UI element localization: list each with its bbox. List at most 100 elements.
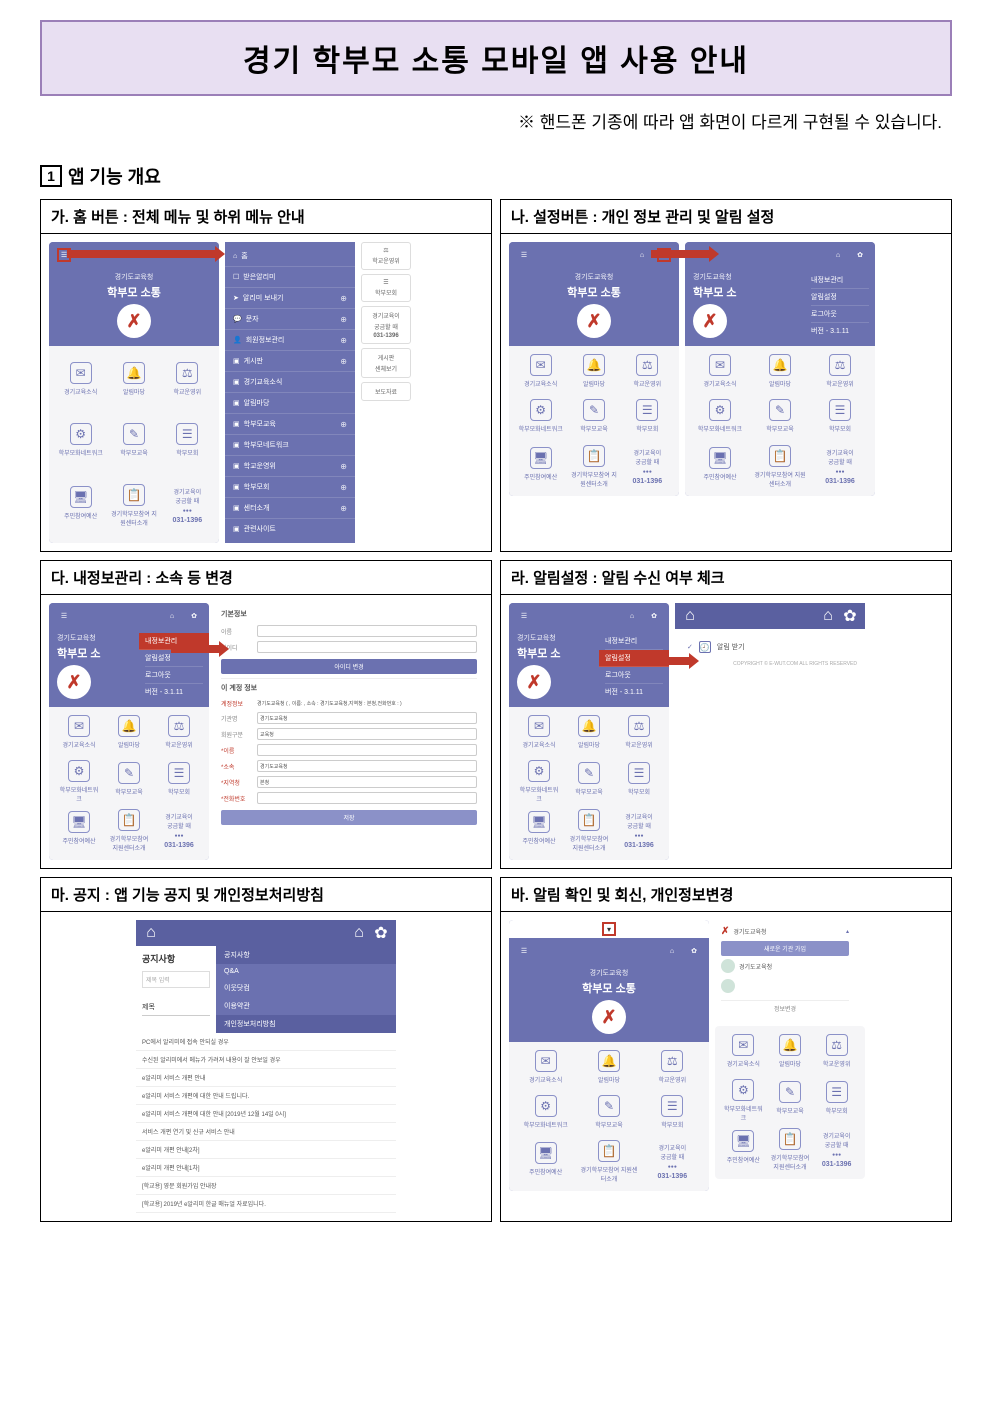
home-tile[interactable]: 🔔알림마당 <box>580 1050 637 1089</box>
home-icon[interactable]: ⌂ <box>144 926 158 940</box>
home-icon[interactable]: ⌂ <box>683 609 697 623</box>
search-input[interactable]: 제목 입력 <box>142 971 210 988</box>
gear-icon[interactable]: ✿ <box>853 248 867 262</box>
menu-item[interactable]: ▣경기교육소식 <box>225 371 355 392</box>
cta-tile[interactable]: 경기교육이궁금할 때●●●031-1396 <box>164 476 211 535</box>
tab-neighbor[interactable]: 이웃닷컴 <box>216 979 396 997</box>
account-row[interactable]: 경기도교육청 <box>739 962 772 971</box>
home-tile[interactable]: ⚖학교운영위 <box>624 354 671 393</box>
dropdown-icon[interactable]: ▾ <box>602 922 616 936</box>
home-tile[interactable]: 📋경기학부모참여 지원센터소개 <box>570 445 617 488</box>
home-tile[interactable]: ⚙학부모화네트워크 <box>517 1095 574 1134</box>
form-input[interactable] <box>257 744 477 756</box>
home-tile[interactable]: ⚖학교운영위 <box>164 354 211 409</box>
gear-icon[interactable]: ✿ <box>843 609 857 623</box>
home-tile[interactable]: 📋경기학부모참여 지원센터소개 <box>580 1140 637 1183</box>
menu-item[interactable]: ▣학교운영위⊕ <box>225 455 355 476</box>
home-tile[interactable]: ☰학부모회 <box>816 1079 857 1122</box>
bell-icon[interactable]: ⌂ <box>635 248 649 262</box>
change-info-link[interactable]: 정보변경 <box>721 1000 849 1016</box>
home-tile[interactable]: ☰학부모회 <box>644 1095 701 1134</box>
notice-row[interactable]: e알리미 서비스 개편에 대한 안내 드립니다. <box>136 1087 396 1105</box>
menu-item[interactable]: ▣관련사이트 <box>225 518 355 539</box>
home-tile[interactable]: 🔔알림마당 <box>107 715 151 754</box>
tab-notice[interactable]: 공지사항 <box>216 946 396 964</box>
menu-item[interactable]: ▣게시판⊕ <box>225 350 355 371</box>
tab-privacy[interactable]: 개인정보처리방침 <box>216 1015 396 1033</box>
home-tile[interactable]: ⚖학교운영위 <box>617 715 661 754</box>
menu-item[interactable]: ▣알림마당 <box>225 392 355 413</box>
home-tile[interactable]: ⚖학교운영위 <box>816 1034 857 1073</box>
menu-item[interactable]: ☐받은알리미 <box>225 266 355 287</box>
new-org-button[interactable]: 새로운 기관 가입 <box>721 941 849 956</box>
home-tile[interactable]: 📋경기학부모참여 지원센터소개 <box>770 1128 811 1171</box>
bell-icon[interactable]: ⌂ <box>625 609 639 623</box>
cta-tile[interactable]: 경기교육이궁금할 때●●●031-1396 <box>617 809 661 852</box>
home-tile[interactable]: ⚙학부모화네트워크 <box>57 415 104 470</box>
home-tile[interactable]: 🔔알림마당 <box>110 354 157 409</box>
menu-item[interactable]: ▣센터소개⊕ <box>225 497 355 518</box>
hamburger-icon[interactable]: ☰ <box>57 609 71 623</box>
home-tile[interactable]: 📋경기학부모참여 지원센터소개 <box>107 809 151 852</box>
settings-item-profile[interactable]: 내정보관리 <box>811 272 869 289</box>
menu-item[interactable]: ➤알리미 보내기⊕ <box>225 287 355 308</box>
gear-icon[interactable]: ✿ <box>187 609 201 623</box>
home-tile[interactable]: 🖥주민참여예산 <box>517 1140 574 1183</box>
cta-tile[interactable]: 경기교육이궁금할 때●●●031-1396 <box>157 809 201 852</box>
home-tile[interactable]: 📋경기학부모참여 지원센터소개 <box>753 445 807 488</box>
cta-tile[interactable]: 경기교육이궁금할 때●●●031-1396 <box>816 1128 857 1171</box>
bell-icon[interactable]: ⌂ <box>821 609 835 623</box>
home-tile[interactable]: ☰학부모회 <box>813 399 867 438</box>
gear-icon[interactable]: ✿ <box>374 926 388 940</box>
home-tile[interactable]: ⚙학부모화네트워크 <box>693 399 747 438</box>
name-input[interactable] <box>257 625 477 637</box>
menu-item[interactable]: ▣학부모회⊕ <box>225 476 355 497</box>
home-tile[interactable]: ☰학부모회 <box>157 760 201 803</box>
home-tile[interactable]: ⚙학부모화네트워크 <box>723 1079 764 1122</box>
cta-tile[interactable]: 경기교육이궁금할 때●●●031-1396 <box>813 445 867 488</box>
home-tile[interactable]: ✎학부모교육 <box>110 415 157 470</box>
notice-row[interactable]: PC에서 알리미에 접속 안되실 경우 <box>136 1033 396 1051</box>
gear-icon[interactable]: ✿ <box>687 944 701 958</box>
home-tile[interactable]: ✎학부모교육 <box>770 1079 811 1122</box>
form-input[interactable]: 교육청 <box>257 728 477 740</box>
home-tile[interactable]: 🖥주민참여예산 <box>517 445 564 488</box>
settings-item-logout[interactable]: 로그아웃 <box>811 306 869 323</box>
home-tile[interactable]: ✎학부모교육 <box>570 399 617 438</box>
notice-row[interactable]: [학교용] 2019년 e알리미 한글 매뉴얼 자료입니다. <box>136 1195 396 1213</box>
home-tile[interactable]: 📋경기학부모참여 지원센터소개 <box>110 476 157 535</box>
home-tile[interactable]: ✉경기교육소식 <box>57 715 101 754</box>
home-tile[interactable]: 🔔알림마당 <box>770 1034 811 1073</box>
settings-item-logout[interactable]: 로그아웃 <box>605 667 663 684</box>
home-tile[interactable]: ⚖학교운영위 <box>644 1050 701 1089</box>
menu-item[interactable]: ▣학부모네트워크 <box>225 434 355 455</box>
home-tile[interactable]: ✉경기교육소식 <box>723 1034 764 1073</box>
menu-item[interactable]: ▣학부모교육⊕ <box>225 413 355 434</box>
settings-item-alarm[interactable]: 알림설정 <box>811 289 869 306</box>
bell-icon[interactable]: ⌂ <box>831 248 845 262</box>
hamburger-icon[interactable]: ☰ <box>517 609 531 623</box>
hamburger-icon[interactable]: ☰ <box>517 944 531 958</box>
home-tile[interactable]: ☰학부모회 <box>164 415 211 470</box>
expand-icon[interactable]: ▴ <box>846 928 849 935</box>
gear-icon[interactable]: ✿ <box>647 609 661 623</box>
form-input[interactable]: 경기도교육청 <box>257 712 477 724</box>
change-id-button[interactable]: 아이디 변경 <box>221 659 477 674</box>
home-tile[interactable]: ✉경기교육소식 <box>517 1050 574 1089</box>
home-tile[interactable]: ✉경기교육소식 <box>517 354 564 393</box>
notice-row[interactable]: e알리미 서비스 개편에 대한 안내 [2019년 12월 14일 0시] <box>136 1105 396 1123</box>
home-tile[interactable]: 🖥주민참여예산 <box>723 1128 764 1171</box>
home-tile[interactable]: ✎학부모교육 <box>567 760 611 803</box>
home-tile[interactable]: 🖥주민참여예산 <box>57 809 101 852</box>
bell-icon[interactable]: ⌂ <box>352 926 366 940</box>
settings-item-logout[interactable]: 로그아웃 <box>145 667 203 684</box>
home-tile[interactable]: ⚙학부모화네트워크 <box>517 760 561 803</box>
home-tile[interactable]: ✎학부모교육 <box>580 1095 637 1134</box>
save-button[interactable]: 저장 <box>221 810 477 825</box>
home-tile[interactable]: 🔔알림마당 <box>567 715 611 754</box>
notice-row[interactable]: e알리미 서비스 개편 안내 <box>136 1069 396 1087</box>
home-tile[interactable]: ✎학부모교육 <box>753 399 807 438</box>
home-tile[interactable]: ⚙학부모화네트워크 <box>57 760 101 803</box>
notice-row[interactable]: [학교용] 영문 회원가입 안내장 <box>136 1177 396 1195</box>
home-tile[interactable]: ⚖학교운영위 <box>813 354 867 393</box>
